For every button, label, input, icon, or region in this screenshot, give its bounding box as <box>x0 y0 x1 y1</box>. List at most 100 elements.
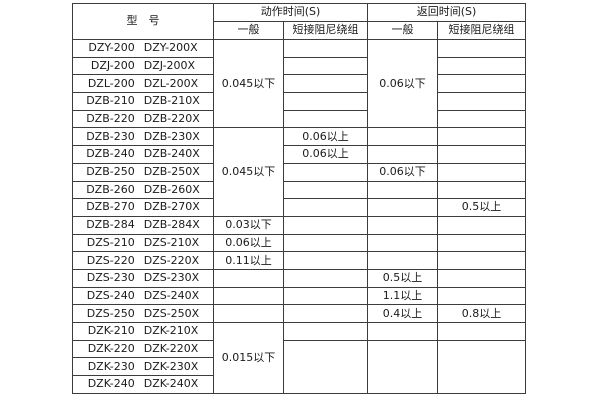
action-general-cell <box>213 268 284 288</box>
table-row: DZS-240 DZS-240X 1.1以上 <box>72 286 527 306</box>
action-damped-cell <box>282 39 369 58</box>
action-damped-cell <box>282 92 369 111</box>
model-name: DZK-220 <box>87 341 135 355</box>
return-damped-cell <box>437 268 527 288</box>
model-cell: DZY-200 DZY-200X <box>72 39 214 58</box>
return-general-cell <box>367 127 439 147</box>
table-row: DZK-210 DZK-210X 0.015以下 <box>72 322 527 394</box>
return-damped-cell: 0.5以上 <box>437 198 527 217</box>
table-row: DZB-230 DZB-230X 0.045以下 0.06以上 <box>72 127 527 217</box>
return-damped-cell: 0.8以上 <box>437 304 527 323</box>
model-name: DZK-210X <box>143 324 199 338</box>
return-damped-cell <box>437 233 527 253</box>
model-name: DZS-230X <box>143 271 200 285</box>
model-name: DZS-230 <box>86 271 135 285</box>
return-damped-cell <box>437 74 527 94</box>
model-name: DZB-210X <box>143 94 200 108</box>
return-general-cell <box>367 198 439 217</box>
model-cell: DZB-230 DZB-230X <box>72 127 214 147</box>
return-damped-cell <box>437 251 527 270</box>
model-cell: DZB-284 DZB-284X <box>72 215 214 235</box>
model-cell: DZB-260 DZB-260X <box>72 180 214 200</box>
model-cell: DZS-220 DZS-220X <box>72 251 214 270</box>
return-general-cell <box>367 322 439 341</box>
model-name: DZY-200 <box>88 41 135 55</box>
model-name: DZB-270 <box>86 200 135 214</box>
model-name: DZS-240 <box>86 288 135 302</box>
action-damped-cell <box>282 268 369 288</box>
return-damped-cell <box>437 215 527 235</box>
action-damped-cell <box>282 198 369 217</box>
action-damped-cell <box>282 339 369 394</box>
action-damped-cell <box>282 109 369 129</box>
return-damped-cell <box>437 286 527 306</box>
return-damped-cell <box>437 322 527 341</box>
return-damped-cell <box>437 339 527 394</box>
model-name: DZB-220X <box>143 112 200 126</box>
table-row: DZK-240 DZK-240X <box>72 375 526 394</box>
table-row: DZB-270 DZB-270X 0.5以上 <box>72 198 527 217</box>
model-name: DZB-260X <box>143 182 200 196</box>
return-general-cell <box>367 215 439 235</box>
table-row: DZB-250 DZB-250X 0.06以下 <box>72 162 527 182</box>
model-name: DZB-250X <box>143 165 200 179</box>
header-return-general: 一般 <box>367 21 439 40</box>
return-general-cell: 0.5以上 <box>367 268 439 288</box>
model-cell: DZJ-200 DZJ-200X <box>72 56 214 76</box>
table-row: DZS-250 DZS-250X 0.4以上 0.8以上 <box>72 304 527 323</box>
header-return-time-group: 返回时间(S) <box>367 3 527 22</box>
header-row-groups: 型 号 动作时间(S) 返回时间(S) <box>72 3 527 40</box>
header-action-general: 一般 <box>213 21 284 40</box>
action-general-cell: 0.015以下 <box>213 322 284 394</box>
action-damped-cell <box>282 233 369 253</box>
action-general-cell: 0.045以下 <box>213 38 284 129</box>
table-row: DZS-230 DZS-230X 0.5以上 <box>72 268 527 288</box>
model-name: DZK-220X <box>143 341 199 355</box>
model-name: DZS-220 <box>86 253 135 267</box>
model-name: DZB-284 <box>86 218 135 232</box>
model-name: DZB-284X <box>143 218 200 232</box>
table-row: DZS-220 DZS-220X 0.11以上 <box>72 251 527 270</box>
model-name: DZY-200X <box>143 41 198 55</box>
return-general-cell <box>367 180 439 200</box>
model-name: DZB-270X <box>143 200 200 214</box>
model-name: DZB-260 <box>86 182 135 196</box>
table-row: DZB-210 DZB-210X <box>72 92 527 111</box>
return-general-cell <box>367 251 439 270</box>
model-name: DZB-220 <box>86 112 135 126</box>
model-name: DZB-240 <box>86 147 135 161</box>
return-general-cell <box>367 145 439 164</box>
action-damped-cell <box>282 322 369 341</box>
return-damped-cell <box>437 162 527 182</box>
table-row: DZB-220 DZB-220X <box>72 109 527 129</box>
relay-timing-table: 型 号 动作时间(S) 返回时间(S) 一般 短接阻尼绕组 一般 短接阻尼绕组 … <box>72 3 527 394</box>
action-general-cell: 0.06以上 <box>213 233 284 253</box>
action-general-cell: 0.045以下 <box>213 127 284 217</box>
return-general-cell <box>367 233 439 253</box>
return-damped-cell <box>437 92 527 111</box>
table-row: DZS-210 DZS-210X 0.06以上 <box>72 233 527 253</box>
model-name: DZB-230 <box>86 129 135 143</box>
table-row: DZB-260 DZB-260X <box>72 180 527 200</box>
return-damped-cell <box>437 180 527 200</box>
action-damped-cell <box>282 304 369 323</box>
action-general-cell: 0.11以上 <box>213 251 284 270</box>
table-row: DZK-220 DZK-220X <box>72 339 527 394</box>
model-name: DZB-210 <box>86 94 135 108</box>
table-row: DZY-200 DZY-200X 0.045以下 0.06以下 <box>72 38 527 129</box>
model-name: DZJ-200X <box>143 58 196 72</box>
model-name: DZS-210X <box>143 235 200 249</box>
model-name: DZB-250 <box>86 165 135 179</box>
model-cell: DZK-220 DZK-220X <box>72 339 214 359</box>
action-damped-cell <box>282 215 369 235</box>
action-damped-cell: 0.06以上 <box>282 145 369 164</box>
header-action-time-group: 动作时间(S) <box>212 3 369 22</box>
model-cell: DZB-240 DZB-240X <box>72 145 214 164</box>
model-cell: DZK-210 DZK-210X <box>72 322 214 341</box>
table-row: DZL-200 DZL-200X <box>72 74 527 94</box>
return-damped-cell <box>437 145 527 164</box>
table-row: DZB-240 DZB-240X 0.06以上 <box>72 145 527 164</box>
return-damped-cell <box>437 109 527 129</box>
model-cell: DZS-230 DZS-230X <box>72 268 214 288</box>
